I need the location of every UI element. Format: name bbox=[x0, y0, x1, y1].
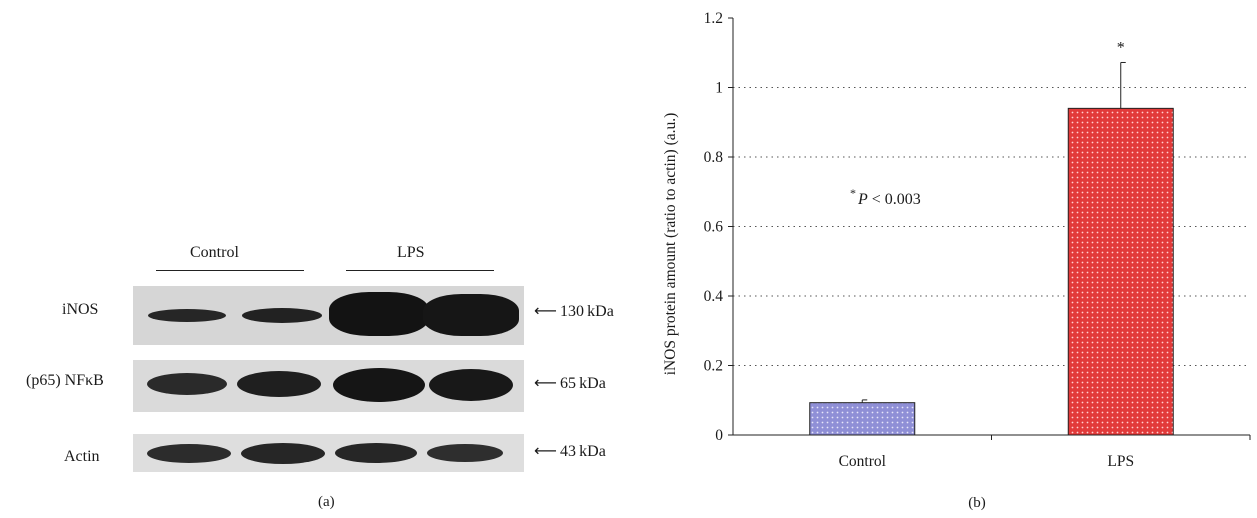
y-tick-label: 1 bbox=[715, 80, 723, 97]
caption-b: (b) bbox=[968, 495, 986, 511]
western-blot-panel: Control LPS iNOS ⟵ 130 kDa (p65) NFκB ⟵ 65… bbox=[26, 244, 614, 510]
y-tick-label: 0 bbox=[715, 427, 723, 444]
band-actin-lps-1 bbox=[335, 443, 417, 463]
x-tick-label-control: Control bbox=[839, 453, 886, 470]
significance-note-p: P bbox=[857, 191, 868, 208]
marker-inos: ⟵ 130 kDa bbox=[534, 301, 614, 321]
y-tick-label: 0.4 bbox=[704, 288, 724, 305]
arrow-icon: ⟵ bbox=[534, 441, 557, 460]
band-nfkb-control-1 bbox=[147, 373, 227, 395]
band-actin-control-2 bbox=[241, 443, 325, 464]
band-nfkb-lps-1 bbox=[333, 368, 425, 402]
bars bbox=[809, 61, 1174, 436]
significance-star: * bbox=[1117, 39, 1125, 56]
significance-note: * P < 0.003 bbox=[850, 186, 921, 208]
marker-actin: ⟵ 43 kDa bbox=[534, 441, 606, 461]
group-line-lps bbox=[346, 270, 494, 271]
group-line-control bbox=[156, 270, 304, 271]
marker-nfkb: ⟵ 65 kDa bbox=[534, 373, 606, 393]
row-label-actin: Actin bbox=[64, 448, 100, 465]
blot-strip-nfkb bbox=[133, 360, 524, 412]
y-tick-label: 0.2 bbox=[704, 358, 723, 375]
marker-nfkb-label: 65 kDa bbox=[559, 375, 606, 392]
group-label-control: Control bbox=[190, 244, 239, 261]
y-axis-title: iNOS protein amount (ratio to actin) (a.… bbox=[662, 113, 679, 376]
gridlines bbox=[733, 87, 1250, 366]
arrow-icon: ⟵ bbox=[534, 301, 557, 320]
y-tick-label: 0.8 bbox=[704, 149, 724, 166]
x-tick-label-lps: LPS bbox=[1107, 453, 1134, 470]
bar-control bbox=[809, 402, 916, 436]
marker-actin-label: 43 kDa bbox=[559, 443, 606, 460]
bar-lps bbox=[1067, 107, 1174, 436]
marker-inos-label: 130 kDa bbox=[559, 303, 614, 320]
row-label-inos: iNOS bbox=[62, 301, 99, 318]
caption-a: (a) bbox=[318, 494, 335, 510]
band-actin-control-1 bbox=[147, 444, 231, 463]
band-nfkb-control-2 bbox=[237, 371, 321, 397]
band-inos-control-2 bbox=[242, 308, 322, 323]
y-tick-label: 1.2 bbox=[704, 10, 723, 27]
tick-labels: 0 0.2 0.4 0.6 0.8 1 1.2 Control * LPS bbox=[704, 10, 1134, 470]
arrow-icon: ⟵ bbox=[534, 373, 557, 392]
band-inos-lps-2 bbox=[423, 294, 519, 336]
blot-strip-inos bbox=[133, 286, 524, 345]
significance-note-rest: < 0.003 bbox=[868, 191, 921, 208]
group-label-lps: LPS bbox=[397, 244, 425, 261]
band-inos-lps-1 bbox=[329, 292, 429, 336]
band-inos-control-1 bbox=[148, 309, 226, 322]
blot-strip-actin bbox=[133, 434, 524, 472]
significance-note-star: * bbox=[850, 186, 856, 200]
band-nfkb-lps-2 bbox=[429, 369, 513, 401]
band-actin-lps-2 bbox=[427, 444, 503, 462]
y-tick-label: 0.6 bbox=[704, 219, 724, 236]
row-label-nfkb: (p65) NFκB bbox=[26, 372, 104, 389]
axes bbox=[728, 17, 1251, 440]
